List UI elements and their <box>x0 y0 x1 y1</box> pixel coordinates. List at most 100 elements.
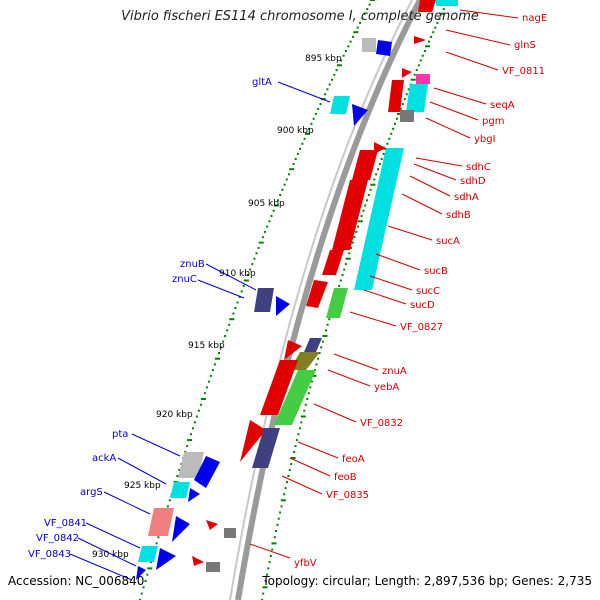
accession-text: Accession: NC_006840 <box>8 574 145 588</box>
ruler-tick <box>186 445 189 448</box>
ruler-tick-label: 900 kbp <box>277 126 314 136</box>
ruler-tick <box>355 230 358 233</box>
ruler-tick <box>382 152 385 155</box>
ruler-tick <box>277 517 280 520</box>
chromosome-backbone <box>229 0 423 600</box>
gene-label-nagE: nagE <box>522 13 547 24</box>
ruler-tick-major <box>396 112 402 115</box>
gene-label-VF_0841: VF_0841 <box>44 518 87 529</box>
gene-glyph <box>290 352 320 370</box>
ruler-tick <box>347 45 350 48</box>
ruler-tick <box>353 236 356 239</box>
gene-glyph <box>362 38 376 52</box>
ruler-tick <box>142 586 145 589</box>
ruler-tick-major <box>322 335 328 337</box>
ruler-tick <box>344 50 347 52</box>
ruler-tick-label: 920 kbp <box>156 410 193 420</box>
ruler-tick <box>361 17 364 20</box>
gene-glyph <box>172 516 190 542</box>
ruler-tick <box>390 132 393 135</box>
ruler-tick <box>403 98 406 101</box>
gene-glyph <box>240 420 266 462</box>
ruler-tick-major <box>273 204 279 207</box>
gene-label-ackA: ackA <box>92 453 116 464</box>
ruler-tick <box>301 142 304 145</box>
ruler-tick <box>220 346 222 349</box>
gene-glyph <box>332 180 368 250</box>
ruler-tick <box>140 592 143 595</box>
ruler-tick <box>349 40 352 43</box>
ruler-tick <box>415 69 418 71</box>
gene-label-glnS: glnS <box>514 40 536 51</box>
ruler-tick <box>288 469 291 471</box>
ruler-tick <box>264 230 266 233</box>
gene-glyph <box>400 110 414 122</box>
gene-label-sdhC: sdhC <box>466 162 491 173</box>
gene-glyph <box>206 520 218 530</box>
gene-label-znuB: znuB <box>180 259 205 270</box>
ruler-tick <box>331 78 333 81</box>
ruler-tick <box>368 3 371 6</box>
ruler-tick <box>283 493 286 496</box>
ruler-tick <box>281 188 284 191</box>
ruler-tick <box>146 573 149 576</box>
ruler-tick <box>257 246 260 249</box>
ruler-tick <box>314 112 317 115</box>
ruler-tick <box>286 481 288 484</box>
gene-label-sucA: sucA <box>436 236 460 247</box>
ruler-tick <box>209 374 212 377</box>
ruler-tick <box>307 392 310 395</box>
ruler-tick-major <box>410 78 416 81</box>
ruler-tick <box>317 357 320 360</box>
gene-label-VF_0827: VF_0827 <box>400 322 443 333</box>
ruler-tick-major <box>280 499 286 502</box>
ruler-tick-major <box>262 586 268 589</box>
gene-glyph <box>260 360 298 415</box>
ruler-tick <box>226 329 229 332</box>
ruler-tick <box>344 263 347 266</box>
ruler-tick <box>335 69 338 71</box>
ruler-tick <box>238 296 241 298</box>
ruler-tick <box>342 54 345 57</box>
ruler-tick-major <box>243 279 249 282</box>
ruler-tick <box>270 215 273 217</box>
gene-glyph <box>138 546 158 562</box>
gene-glyph <box>304 338 322 352</box>
ruler-tick-major <box>258 241 264 244</box>
ruler-tick <box>363 12 366 15</box>
gene-glyph <box>306 280 328 308</box>
ruler-tick <box>168 499 171 502</box>
ruler-tick <box>375 173 378 176</box>
ruler-tick <box>315 363 318 366</box>
ruler-tick <box>312 117 315 120</box>
ruler-tick <box>262 592 265 595</box>
ruler-tick <box>350 246 353 249</box>
map-title: Vibrio fischeri ES114 chromosome I, comp… <box>121 9 479 24</box>
ruler-tick <box>364 204 367 207</box>
ruler-tick-label: 925 kbp <box>124 481 161 491</box>
ruler-tick <box>234 307 237 309</box>
ruler-tick <box>224 335 227 337</box>
gene-label-pgm: pgm <box>482 116 504 127</box>
gene-glyph <box>136 566 146 580</box>
ruler-tick <box>276 523 279 526</box>
ruler-tick-major <box>370 183 376 186</box>
ruler-tick <box>399 107 402 110</box>
ruler-tick-label: 895 kbp <box>305 54 342 64</box>
ruler-tick <box>279 511 282 514</box>
ruler-tick <box>430 35 433 38</box>
ruler-tick <box>207 380 210 383</box>
gene-label-VF_0811: VF_0811 <box>502 66 545 77</box>
ruler-tick-major <box>215 357 220 360</box>
ruler-tick-major <box>304 132 310 135</box>
gene-glyph <box>178 452 204 478</box>
gene-label-sdhA: sdhA <box>454 192 479 203</box>
ruler-tick <box>197 409 200 412</box>
gene-label-VF_0843: VF_0843 <box>28 549 71 560</box>
ruler-tick <box>176 475 179 477</box>
ruler-tick <box>288 173 290 176</box>
ruler-tick <box>178 469 181 471</box>
ruler-tick-label: 915 kbp <box>188 341 225 351</box>
ruler-tick <box>299 147 302 150</box>
